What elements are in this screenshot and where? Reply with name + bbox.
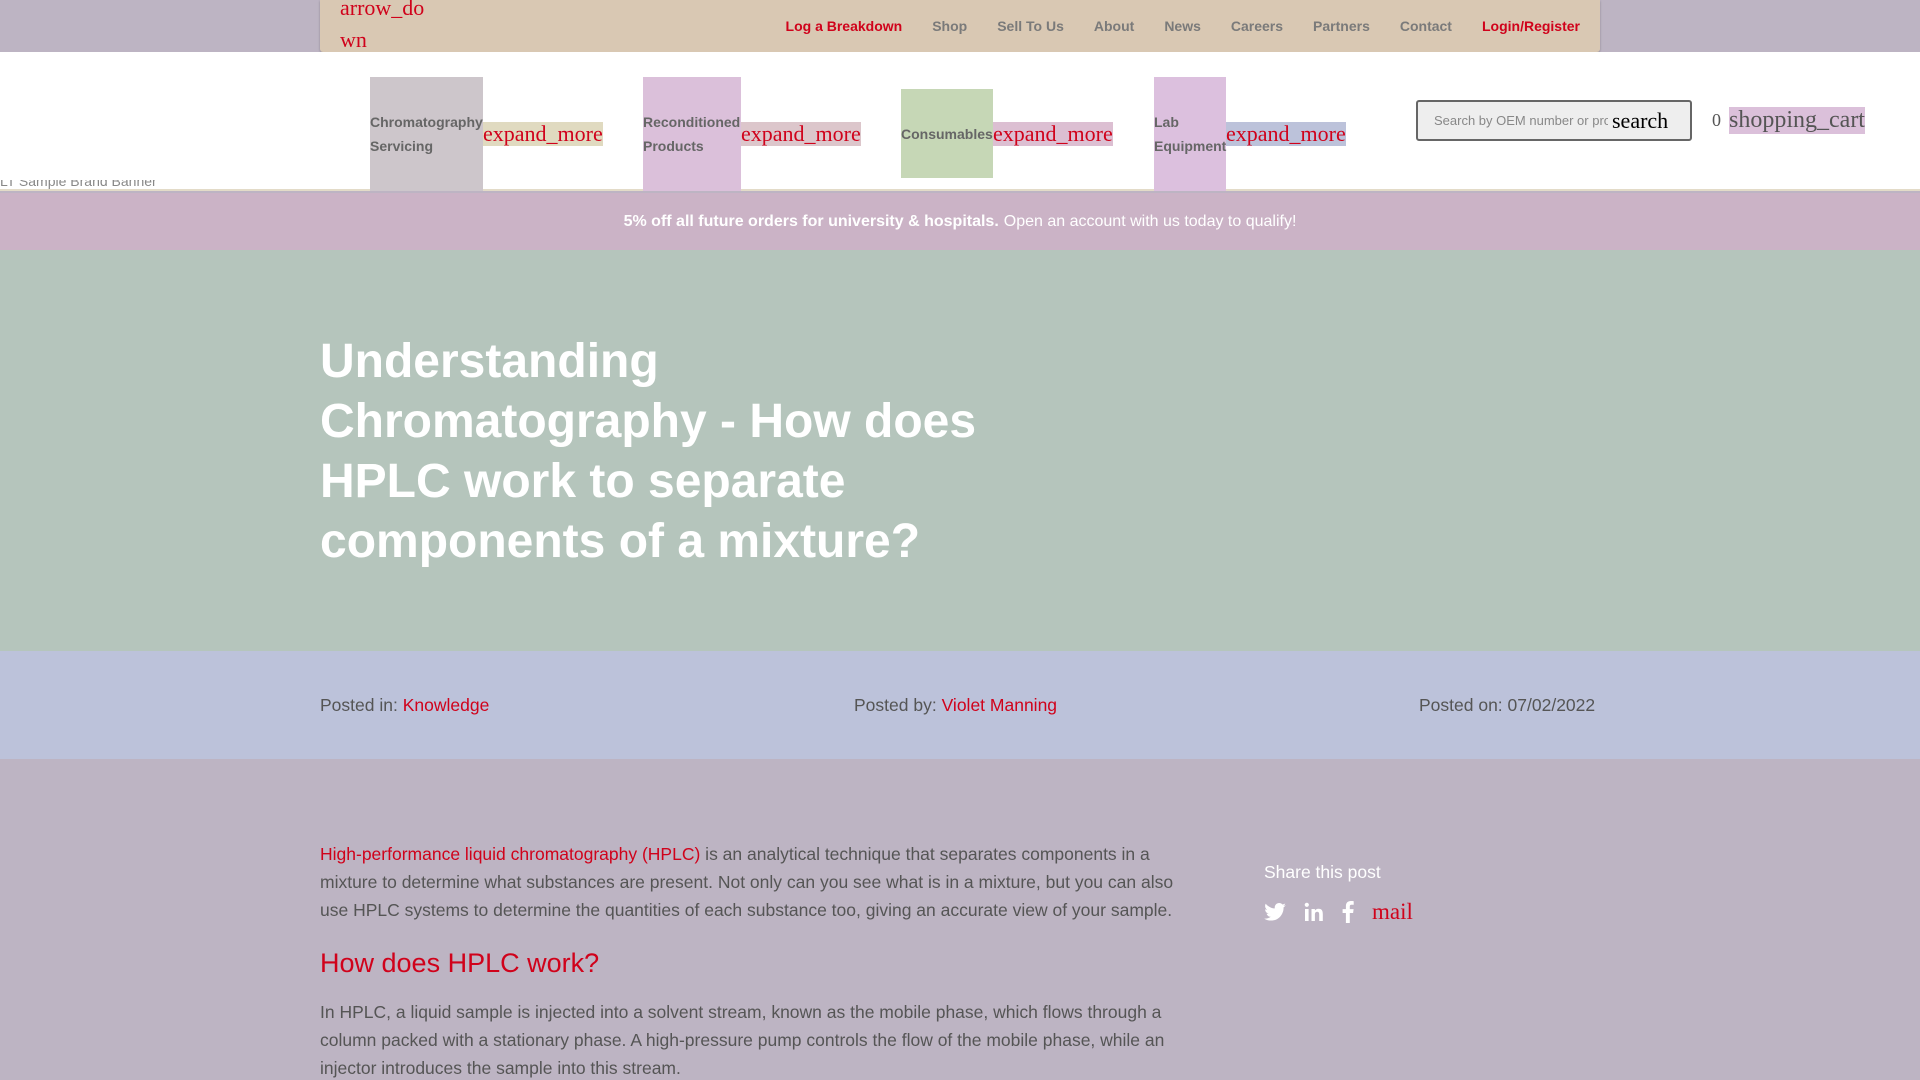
menu-item-label[interactable]: Lab Equipment: [1154, 77, 1226, 191]
linkedin-icon[interactable]: [1304, 902, 1324, 922]
menu-item-label[interactable]: Chromatography Servicing: [370, 77, 483, 191]
contact-link[interactable]: Contact: [1399, 18, 1452, 34]
section-heading: How does HPLC work?: [320, 948, 600, 978]
expand-more-icon[interactable]: expand_more: [1226, 121, 1346, 146]
share-panel: Share this post mail: [1264, 862, 1413, 925]
log-breakdown-link[interactable]: Log a Breakdown: [785, 18, 903, 34]
paragraph: In HPLC, a liquid sample is injected int…: [320, 1002, 1165, 1078]
broken-banner-image: LT Sample Brand Banner: [0, 180, 240, 194]
article-body: High-performance liquid chromatography (…: [320, 840, 1200, 1080]
news-link[interactable]: News: [1164, 18, 1201, 34]
arrow-down-icon[interactable]: arrow_down: [340, 0, 425, 52]
shop-link[interactable]: Shop: [932, 18, 968, 34]
posted-on-label: Posted on:: [1419, 695, 1503, 715]
posted-in-label: Posted in:: [320, 695, 398, 715]
menu-item-chromatography-servicing[interactable]: Chromatography Servicing expand_more: [370, 77, 603, 191]
posted-by-label: Posted by:: [854, 695, 937, 715]
intro-text: is an analytical technique that separate…: [320, 844, 1174, 920]
menu-item-reconditioned-products[interactable]: Reconditioned Products expand_more: [643, 77, 861, 191]
search-input[interactable]: [1418, 113, 1608, 128]
broken-image-alt-text: LT Sample Brand Banner: [0, 180, 157, 189]
facebook-icon[interactable]: [1342, 901, 1354, 923]
sell-to-us-link[interactable]: Sell To Us: [997, 18, 1064, 34]
top-utility-bar: arrow_down Log a Breakdown Shop Sell To …: [320, 0, 1600, 52]
shopping-cart-icon[interactable]: shopping_cart: [1729, 107, 1865, 134]
top-nav: Log a Breakdown Shop Sell To Us About Ne…: [786, 0, 1580, 52]
menu-item-label[interactable]: Consumables: [901, 89, 993, 178]
category-link[interactable]: Knowledge: [402, 695, 490, 715]
share-title: Share this post: [1264, 862, 1381, 882]
hplc-link[interactable]: High-performance liquid chromatography (…: [320, 844, 701, 864]
expand-more-icon[interactable]: expand_more: [483, 121, 603, 146]
author-link[interactable]: Violet Manning: [941, 695, 1058, 715]
share-icons: mail: [1264, 899, 1413, 925]
careers-link[interactable]: Careers: [1230, 18, 1284, 34]
about-link[interactable]: About: [1093, 18, 1135, 34]
promo-text: Open an account with us today to qualify…: [1003, 212, 1297, 230]
menu-item-consumables[interactable]: Consumables expand_more: [901, 89, 1113, 178]
menu-item-label[interactable]: Reconditioned Products: [643, 77, 741, 191]
page-title: Understanding Chromatography - How does …: [320, 335, 977, 568]
promo-bold-text: 5% off all future orders for university …: [623, 212, 999, 230]
expand-more-icon[interactable]: expand_more: [741, 121, 861, 146]
login-register-link[interactable]: Login/Register: [1481, 18, 1580, 34]
search-icon[interactable]: search: [1612, 107, 1669, 133]
promo-banner: 5% off all future orders for university …: [0, 193, 1920, 250]
cart[interactable]: 0 shopping_cart: [1712, 107, 1865, 134]
posted-on: Posted on: 07/02/2022: [1419, 695, 1595, 716]
posted-by: Posted by: Violet Manning: [854, 695, 1057, 716]
posted-in: Posted in: Knowledge: [320, 695, 489, 716]
twitter-icon[interactable]: [1264, 903, 1286, 921]
partners-link[interactable]: Partners: [1313, 18, 1370, 34]
menu-item-lab-equipment[interactable]: Lab Equipment expand_more: [1154, 77, 1346, 191]
hero-section: Understanding Chromatography - How does …: [0, 250, 1920, 651]
intro-paragraph: High-performance liquid chromatography (…: [320, 840, 1200, 924]
posted-on-date: 07/02/2022: [1507, 695, 1596, 715]
mail-icon[interactable]: mail: [1372, 899, 1413, 924]
post-meta-bar: Posted in: Knowledge Posted by: Violet M…: [0, 651, 1920, 759]
expand-more-icon[interactable]: expand_more: [993, 120, 1113, 146]
search-box[interactable]: search: [1416, 100, 1692, 141]
cart-count: 0: [1712, 110, 1721, 130]
